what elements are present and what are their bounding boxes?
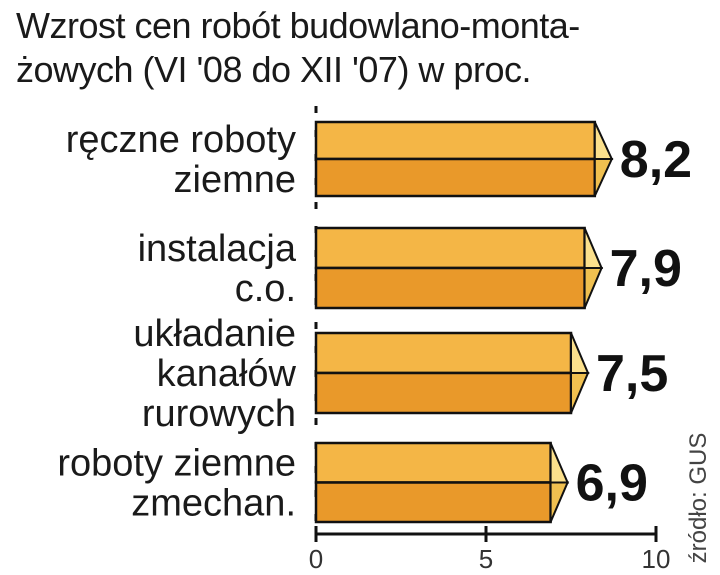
category-label-1-line-1: c.o. bbox=[235, 268, 296, 310]
x-tick-label-1: 5 bbox=[479, 544, 493, 574]
bar-2-bottom-face bbox=[314, 371, 573, 415]
bar-3-cap-lower bbox=[549, 481, 570, 523]
bar-3-top-face bbox=[314, 441, 552, 484]
bar-2-cap-upper bbox=[570, 332, 590, 374]
x-tick-label-0: 0 bbox=[309, 544, 323, 574]
bar-3-bottom-face bbox=[314, 481, 552, 524]
category-label-0-line-0: ręczne roboty bbox=[66, 119, 296, 161]
bar-1-cap-upper bbox=[583, 227, 604, 269]
value-label-3: 6,9 bbox=[576, 455, 648, 513]
bar-0-cap-lower bbox=[593, 158, 614, 197]
bar-2 bbox=[314, 331, 590, 415]
x-tick-label-2: 10 bbox=[642, 544, 671, 574]
bar-2-cap-lower bbox=[570, 372, 590, 414]
bar-0-top-face bbox=[314, 120, 597, 161]
bar-3-cap-upper bbox=[549, 442, 570, 484]
category-label-3-line-1: zmechan. bbox=[131, 483, 296, 525]
bar-0-cap-upper bbox=[593, 121, 614, 160]
category-label-2-line-1: kanałów bbox=[157, 353, 297, 395]
bars-group bbox=[314, 120, 614, 524]
value-label-1: 7,9 bbox=[610, 240, 682, 298]
axis-group: 0 5 10 bbox=[309, 106, 671, 574]
bar-0 bbox=[314, 120, 614, 198]
bar-3 bbox=[314, 441, 570, 524]
value-label-2: 7,5 bbox=[596, 345, 668, 403]
bar-1-bottom-face bbox=[314, 266, 586, 310]
category-label-0-line-1: ziemne bbox=[174, 159, 297, 201]
category-label-2-line-2: rurowych bbox=[142, 393, 296, 435]
category-label-1-line-0: instalacja bbox=[138, 228, 297, 270]
bar-2-top-face bbox=[314, 331, 573, 375]
chart-title-line-2: żowych (VI '08 do XII '07) w proc. bbox=[16, 49, 531, 90]
value-label-0: 8,2 bbox=[620, 131, 692, 189]
bar-0-bottom-face bbox=[314, 157, 597, 198]
category-label-2-line-0: układanie bbox=[133, 313, 296, 355]
source-label: źródło: GUS bbox=[685, 433, 712, 564]
chart-title-line-1: Wzrost cen robót budowlano-monta- bbox=[16, 5, 580, 46]
category-label-3-line-0: roboty ziemne bbox=[57, 443, 296, 485]
chart-title: Wzrost cen robót budowlano-monta- żowych… bbox=[16, 4, 706, 92]
bar-1 bbox=[314, 226, 604, 310]
bar-1-top-face bbox=[314, 226, 586, 270]
bar-1-cap-lower bbox=[583, 267, 604, 309]
